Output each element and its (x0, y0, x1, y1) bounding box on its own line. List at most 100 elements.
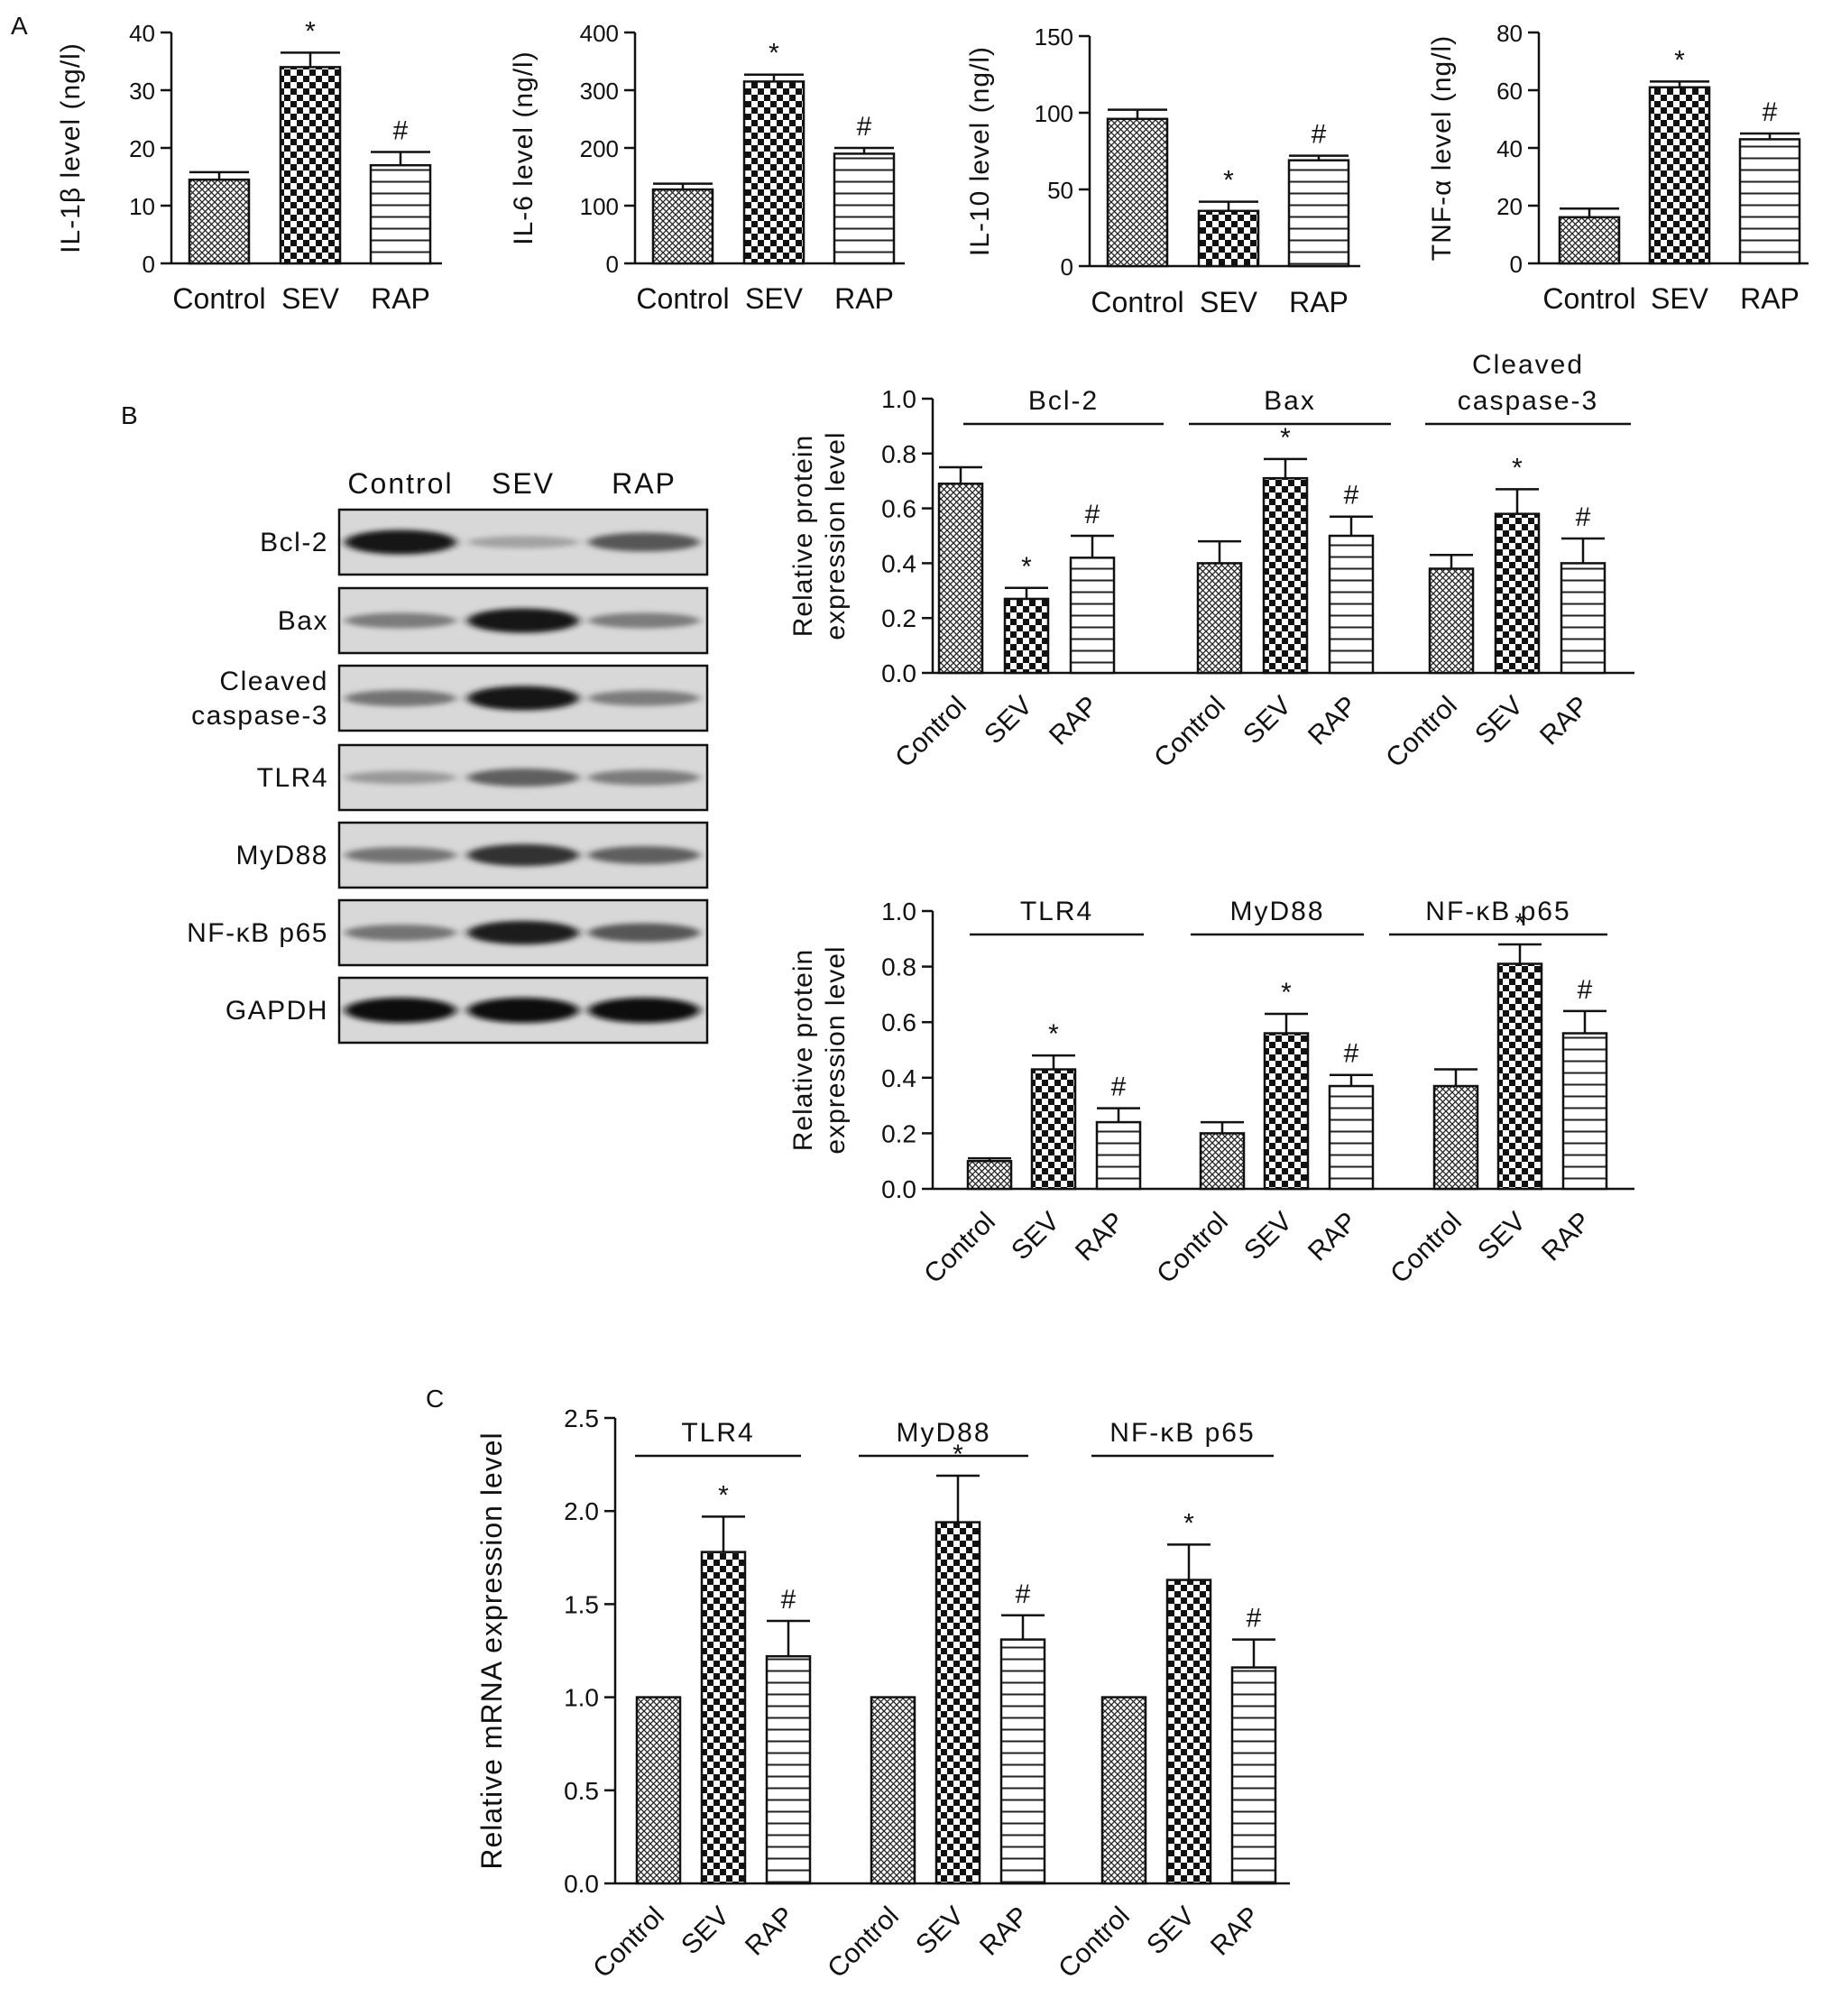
y-tick-label: 0.0 (564, 1870, 599, 1898)
significance-mark: # (1016, 1579, 1031, 1609)
y-tick-label: 20 (129, 135, 155, 162)
significance-mark: * (1223, 166, 1234, 196)
x-tick-label: SEV (1238, 1207, 1298, 1266)
x-tick-label: Control (1091, 286, 1183, 318)
x-tick-label: SEV (1006, 1207, 1065, 1266)
blot-row-label: Bax (278, 606, 328, 636)
bar-sev (934, 1521, 981, 1885)
y-tick-label: 0.2 (881, 1119, 916, 1147)
y-tick-label: 0.8 (881, 440, 916, 468)
blot-row: NF-κB p65 (187, 898, 709, 967)
blot-band (345, 689, 456, 707)
bar-rap (1738, 138, 1801, 265)
x-tick-label: RAP (1303, 691, 1363, 751)
blot-lane-label: SEV (492, 467, 555, 500)
y-axis-label: Relative protein (788, 949, 818, 1151)
x-tick-label: SEV (1200, 286, 1258, 318)
blot-band (345, 924, 456, 942)
bar-rap (1561, 1032, 1608, 1191)
y-tick-label: 0.2 (881, 604, 916, 632)
blot-row-label: NF-κB p65 (187, 918, 328, 948)
x-tick-label: RAP (974, 1901, 1035, 1962)
significance-mark: # (857, 112, 872, 142)
group-title: Cleaved (1472, 350, 1584, 380)
x-tick-label: Control (587, 1901, 670, 1984)
blot-band (467, 843, 579, 867)
bar-control (1100, 1696, 1147, 1885)
panel-label-b: B (121, 401, 138, 429)
bar-control (870, 1696, 916, 1885)
y-tick-label: 1.0 (881, 898, 916, 925)
blot-band (467, 608, 579, 633)
y-axis-label: Relative protein (788, 435, 818, 637)
blot-band (588, 532, 700, 552)
chart-a3: 0 50 100 150 IL-10 level (ng/l) Control * SEV # R… (965, 23, 1360, 318)
x-tick-label: SEV (979, 691, 1038, 750)
x-tick-label: SEV (676, 1901, 735, 1961)
blot-band (588, 846, 700, 864)
x-tick-label: SEV (1238, 691, 1297, 750)
significance-mark: * (305, 16, 316, 46)
x-tick-label: RAP (834, 282, 894, 315)
significance-mark: * (1281, 978, 1292, 1008)
significance-mark: # (1344, 1039, 1359, 1069)
x-tick-label: SEV (1141, 1901, 1201, 1961)
group-title: MyD88 (896, 1418, 990, 1448)
blot-band (467, 536, 579, 548)
blot-band (467, 998, 579, 1023)
y-tick-label: 2.5 (564, 1404, 599, 1432)
bar-control (1558, 216, 1621, 265)
western-blot: Control SEV RAP Bcl-2 Bax Cleaved caspase-3 TLR… (187, 467, 709, 1045)
blot-row: MyD88 (235, 821, 709, 889)
bar-control (1432, 1084, 1479, 1191)
bar-rap (999, 1638, 1046, 1885)
y-tick-label: 50 (1047, 177, 1073, 204)
x-tick-label: RAP (1303, 1207, 1363, 1267)
y-axis-label: TNF-α level (ng/l) (1427, 35, 1457, 261)
bar-sev (1165, 1579, 1212, 1885)
blot-lane-label: RAP (612, 467, 677, 500)
x-tick-label: Control (1053, 1901, 1136, 1984)
blot-row-label: caspase-3 (191, 701, 328, 731)
blot-band (588, 998, 700, 1023)
y-axis-label: Relative mRNA expression level (475, 1431, 508, 1869)
significance-mark: # (781, 1585, 796, 1615)
significance-mark: * (1183, 1508, 1194, 1538)
bar-control (635, 1696, 682, 1885)
blot-row-label: TLR4 (257, 763, 328, 793)
bar-control (1196, 562, 1243, 675)
x-tick-label: Control (918, 1207, 1001, 1290)
group-title: TLR4 (681, 1418, 754, 1448)
y-tick-label: 30 (129, 78, 155, 105)
significance-mark: # (1344, 481, 1359, 511)
x-tick-label: RAP (1740, 282, 1800, 315)
y-axis-label: expression level (821, 945, 851, 1154)
blot-band (588, 690, 700, 706)
x-tick-label: RAP (1044, 691, 1104, 751)
significance-mark: * (1280, 423, 1291, 453)
significance-mark: # (1578, 975, 1593, 1005)
blot-row-label: Cleaved (219, 667, 328, 696)
significance-mark: # (1312, 120, 1327, 150)
group-title: Bcl-2 (1028, 386, 1099, 416)
group-title: Bax (1264, 386, 1316, 416)
bar-control (1106, 117, 1169, 268)
y-tick-label: 40 (129, 20, 155, 47)
panel-label-a: A (11, 12, 28, 40)
y-tick-label: 20 (1496, 193, 1523, 220)
x-tick-label: Control (1380, 691, 1463, 774)
blot-row: Bcl-2 (260, 508, 709, 576)
blot-band (588, 769, 700, 786)
significance-mark: # (1247, 1604, 1262, 1634)
group-title: caspase-3 (1458, 386, 1598, 416)
blot-band (345, 529, 456, 555)
significance-mark: # (1576, 502, 1591, 532)
blot-band (345, 998, 456, 1023)
y-tick-label: 100 (1035, 100, 1073, 127)
chart-b2: 0.0 0.2 0.4 0.6 0.8 1.0 Relative protein expres… (788, 897, 1634, 1289)
chart-c: 0.0 0.5 1.0 1.5 2.0 2.5 Relative mRNA expressi… (475, 1404, 1290, 1984)
bar-rap (1328, 1084, 1375, 1191)
blot-row-label: Bcl-2 (260, 528, 328, 557)
significance-mark: * (718, 1480, 729, 1510)
